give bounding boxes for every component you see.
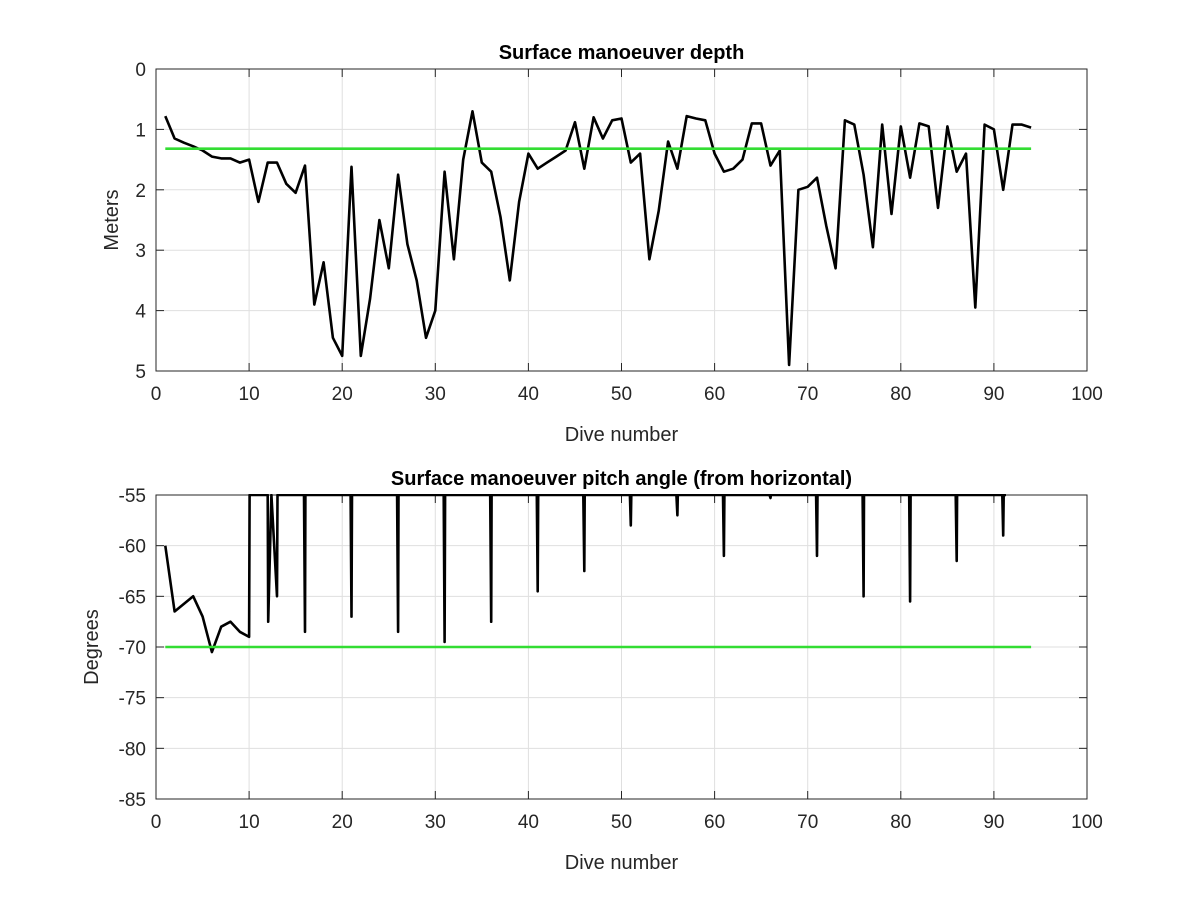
x-tick-label: 40 <box>518 812 539 833</box>
x-tick-label: 100 <box>1071 812 1103 833</box>
x-tick-label: 10 <box>239 812 260 833</box>
x-tick-label: 0 <box>151 812 162 833</box>
x-tick-label: 50 <box>611 384 632 405</box>
x-tick-label: 70 <box>797 384 818 405</box>
data-series-line <box>164 494 1006 654</box>
y-tick-label: -75 <box>119 689 146 710</box>
y-tick-label: -80 <box>119 739 146 760</box>
x-tick-label: 80 <box>890 384 911 405</box>
y-tick-label: 4 <box>135 302 146 323</box>
x-tick-label: 80 <box>890 812 911 833</box>
y-tick-label: 0 <box>135 60 146 81</box>
x-tick-label: 90 <box>983 812 1004 833</box>
y-tick-label: 5 <box>135 362 146 383</box>
x-tick-label: 100 <box>1071 384 1103 405</box>
x-tick-label: 60 <box>704 384 725 405</box>
depth-chart: 0 10 20 30 40 50 60 70 80 90 100 0 1 2 3 4 5 Surface mano… <box>101 42 1103 446</box>
y-tick-label: 2 <box>135 181 146 202</box>
x-tick-label: 20 <box>332 384 353 405</box>
chart-title: Surface manoeuver depth <box>499 42 745 64</box>
x-tick-label: 0 <box>151 384 162 405</box>
x-axis-label: Dive number <box>565 852 679 874</box>
x-tick-label: 10 <box>239 384 260 405</box>
y-tick-label: -60 <box>119 537 146 558</box>
x-tick-label: 20 <box>332 812 353 833</box>
x-tick-label: 30 <box>425 812 446 833</box>
x-axis-label: Dive number <box>565 424 679 446</box>
x-tick-label: 40 <box>518 384 539 405</box>
x-tick-label: 70 <box>797 812 818 833</box>
chart-title: Surface manoeuver pitch angle (from hori… <box>391 468 852 490</box>
y-axis-label: Meters <box>101 189 123 250</box>
x-tick-label: 90 <box>983 384 1004 405</box>
x-tick-label: 60 <box>704 812 725 833</box>
y-tick-label: -70 <box>119 638 146 659</box>
y-tick-label: -85 <box>119 790 146 811</box>
y-tick-label: -55 <box>119 486 146 507</box>
x-tick-label: 50 <box>611 812 632 833</box>
pitch-chart: 0 10 20 30 40 50 60 70 80 90 100 -55 -60 -65 -70 -75 -80… <box>81 468 1103 874</box>
x-tick-label: 30 <box>425 384 446 405</box>
y-tick-label: -65 <box>119 587 146 608</box>
y-axis-label: Degrees <box>81 609 103 685</box>
y-tick-label: 1 <box>135 120 146 141</box>
y-tick-label: 3 <box>135 241 146 262</box>
data-series-line <box>164 110 1032 367</box>
